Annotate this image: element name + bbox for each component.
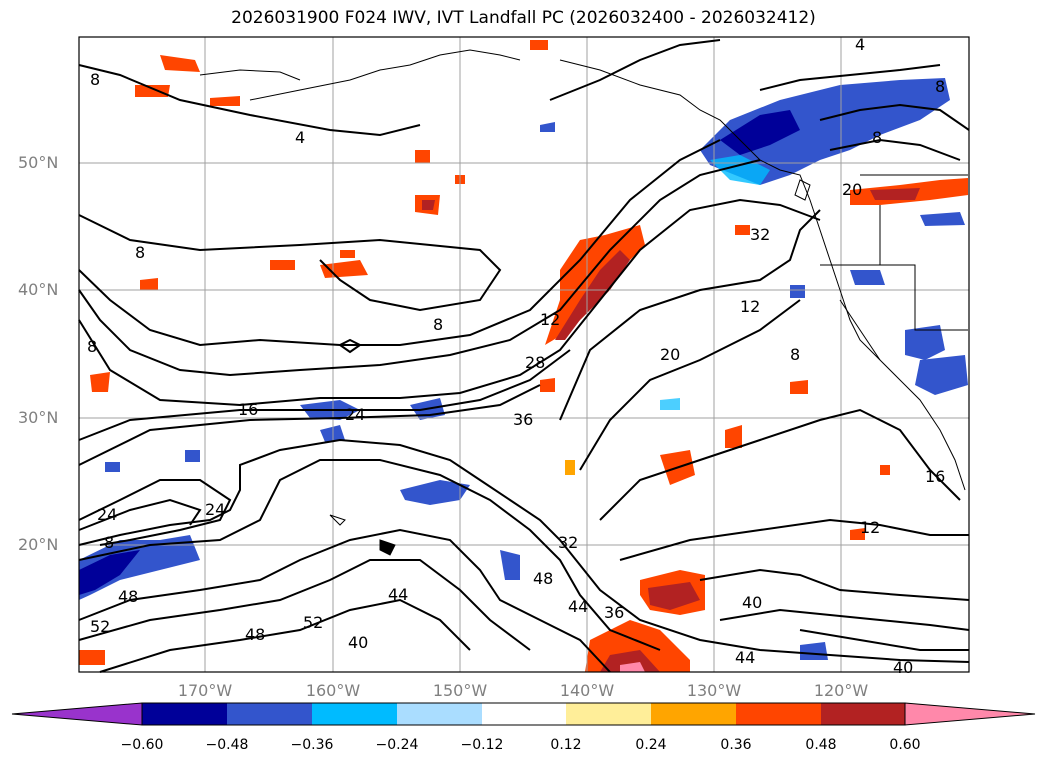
contour-label: 8	[90, 70, 100, 89]
colorbar-tick-label: 0.24	[635, 737, 667, 753]
contour-labels: 8 4 4 8 8 20 8 8 12 32 12 20 28 16 24 36…	[87, 35, 945, 677]
contour-label: 4	[855, 35, 865, 54]
contour-label: 20	[660, 345, 680, 364]
colorbar-lower-extend	[11, 702, 143, 726]
latitude-label: 50°N	[18, 153, 59, 172]
colorbar-bin	[397, 703, 482, 725]
contour-label: 24	[345, 405, 365, 424]
contour-label: 12	[740, 297, 760, 316]
contour-label: 8	[104, 533, 114, 552]
longitude-label: 160°W	[305, 681, 361, 700]
longitude-label: 170°W	[177, 681, 233, 700]
contour-label: 12	[540, 310, 560, 329]
contour-label: 8	[790, 345, 800, 364]
colorbar-bin	[821, 703, 905, 725]
colorbar-tick-label: −0.24	[375, 737, 419, 753]
map-panel: 8 4 4 8 8 20 8 8 12 32 12 20 28 16 24 36…	[78, 35, 970, 677]
contour-label: 32	[558, 533, 578, 552]
latitude-label: 20°N	[18, 535, 59, 554]
map-border	[78, 36, 970, 673]
longitude-label: 150°W	[432, 681, 488, 700]
colorbar-tick-label: −0.36	[290, 737, 334, 753]
contour-label: 8	[433, 315, 443, 334]
contour-label: 48	[118, 587, 138, 606]
contour-label: 8	[872, 128, 882, 147]
contour-label: 44	[388, 585, 408, 604]
colorbar-bin	[566, 703, 651, 725]
colorbar-bin	[312, 703, 397, 725]
colorbar-outline	[141, 702, 906, 726]
contour-label: 44	[568, 597, 588, 616]
longitude-label: 130°W	[686, 681, 742, 700]
colorbar-bin	[482, 703, 566, 725]
contour-label: 40	[348, 633, 368, 652]
contour-label: 44	[735, 648, 755, 667]
contour-label: 52	[303, 613, 323, 632]
latitude-label: 40°N	[18, 280, 59, 299]
colorbar-tick-label: −0.12	[460, 737, 504, 753]
iwv-contours	[78, 39, 970, 673]
contour-label: 4	[295, 128, 305, 147]
contour-label: 12	[860, 518, 880, 537]
colorbar-bin	[227, 703, 312, 725]
colorbar-bin	[736, 703, 821, 725]
colorbar-tick-label: 0.36	[720, 737, 752, 753]
graticule	[79, 37, 969, 672]
contour-label: 8	[135, 243, 145, 262]
contour-label: 16	[238, 400, 258, 419]
contour-label: 52	[90, 617, 110, 636]
contour-label: 24	[97, 505, 117, 524]
colorbar-tick-label: 0.48	[805, 737, 837, 753]
colorbar-upper-extend	[904, 702, 1036, 726]
map-title: 2026031900 F024 IWV, IVT Landfall PC (20…	[231, 8, 816, 28]
colorbar-tick-label: 0.60	[889, 737, 921, 753]
colorbar-bin	[142, 703, 227, 725]
colorbar	[11, 702, 1036, 726]
contour-label: 48	[533, 569, 553, 588]
latitude-label: 30°N	[18, 408, 59, 427]
colorbar-tick-label: −0.60	[120, 737, 164, 753]
contour-label: 20	[842, 180, 862, 199]
colorbar-bin	[651, 703, 736, 725]
colorbar-tick-label: 0.12	[550, 737, 582, 753]
contour-label: 8	[935, 77, 945, 96]
longitude-label: 140°W	[559, 681, 615, 700]
contour-label: 16	[925, 467, 945, 486]
colorbar-tick-label: −0.48	[205, 737, 249, 753]
contour-label: 36	[604, 603, 624, 622]
contour-label: 28	[525, 353, 545, 372]
contour-label: 24	[205, 500, 225, 519]
contour-label: 32	[750, 225, 770, 244]
longitude-label: 120°W	[813, 681, 869, 700]
contour-label: 8	[87, 337, 97, 356]
contour-label: 36	[513, 410, 533, 429]
positive-anomaly-shading	[79, 40, 968, 672]
contour-label: 40	[893, 658, 913, 677]
contour-label: 48	[245, 625, 265, 644]
contour-label: 40	[742, 593, 762, 612]
